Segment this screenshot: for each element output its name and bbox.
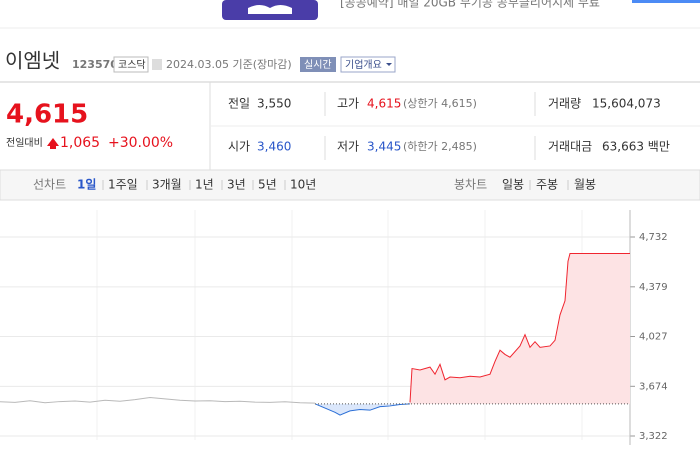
low: 3,445 — [367, 140, 401, 154]
change-label: 전일대비 — [6, 137, 43, 149]
y-tick-label: 4,732 — [639, 232, 668, 243]
tab[interactable]: 1주일 — [108, 178, 138, 192]
date: 2024.03.05 기준(장마감) — [166, 58, 292, 71]
y-tick-label: 3,674 — [639, 381, 668, 392]
label: 거래대금 — [548, 140, 592, 154]
tab[interactable]: 1년 — [195, 178, 214, 192]
tab[interactable]: 10년 — [290, 178, 316, 192]
y-tick-label: 3,322 — [639, 431, 668, 442]
stock-code: 123570 — [72, 58, 118, 71]
tab[interactable]: 5년 — [258, 178, 277, 192]
tab-bar — [0, 169, 700, 201]
area — [410, 253, 630, 404]
tab[interactable]: 일봉 — [502, 178, 524, 192]
y-tick-label: 4,027 — [639, 332, 668, 343]
banner-text: [공공예약] 매일 20GB 무기공 공부클리어지세 무료 — [340, 0, 600, 10]
label: 거래량 — [548, 97, 581, 111]
tab[interactable]: 월봉 — [574, 178, 596, 192]
market: 코스닥 — [118, 59, 146, 71]
tab[interactable]: 주봉 — [536, 178, 558, 192]
book-icon — [248, 5, 292, 14]
label: 고가 — [337, 97, 359, 111]
banner-button[interactable] — [632, 0, 700, 3]
price: 4,615 — [6, 100, 88, 130]
overview[interactable]: 기업개요 — [345, 58, 382, 71]
tab[interactable]: 3년 — [227, 178, 246, 192]
prev-close: 3,550 — [257, 97, 291, 111]
overview-badge[interactable] — [340, 56, 396, 73]
stock-name: 이엠넷 — [5, 49, 60, 73]
realtime[interactable]: 실시간 — [304, 59, 332, 71]
tab[interactable]: 1일 — [77, 178, 96, 192]
tab[interactable]: 3개월 — [152, 178, 182, 192]
change: 1,065 — [60, 135, 100, 151]
price-line — [409, 253, 630, 403]
y-tick-label: 4,379 — [639, 282, 668, 293]
realtime-badge[interactable] — [300, 57, 336, 72]
volume: 15,604,073 — [592, 97, 661, 111]
lower-limit: (하한가 2,485) — [403, 139, 477, 153]
tab-label: 봉차트 — [454, 178, 487, 192]
high: 4,615 — [367, 97, 401, 111]
label: 시가 — [228, 140, 250, 154]
price-line — [314, 403, 411, 416]
tab-label: 선차트 — [33, 178, 66, 192]
label: 전일 — [228, 97, 250, 111]
dropdown-arrow — [386, 63, 392, 66]
price-line — [0, 396, 316, 404]
open: 3,460 — [257, 140, 291, 154]
amount: 63,663 백만 — [602, 140, 670, 154]
up-arrow — [47, 138, 59, 149]
upper-limit: (상한가 4,615) — [403, 97, 477, 110]
change-pct: +30.00% — [108, 135, 173, 151]
date-icon — [152, 59, 162, 70]
market-badge — [113, 56, 149, 73]
label: 저가 — [337, 140, 359, 154]
